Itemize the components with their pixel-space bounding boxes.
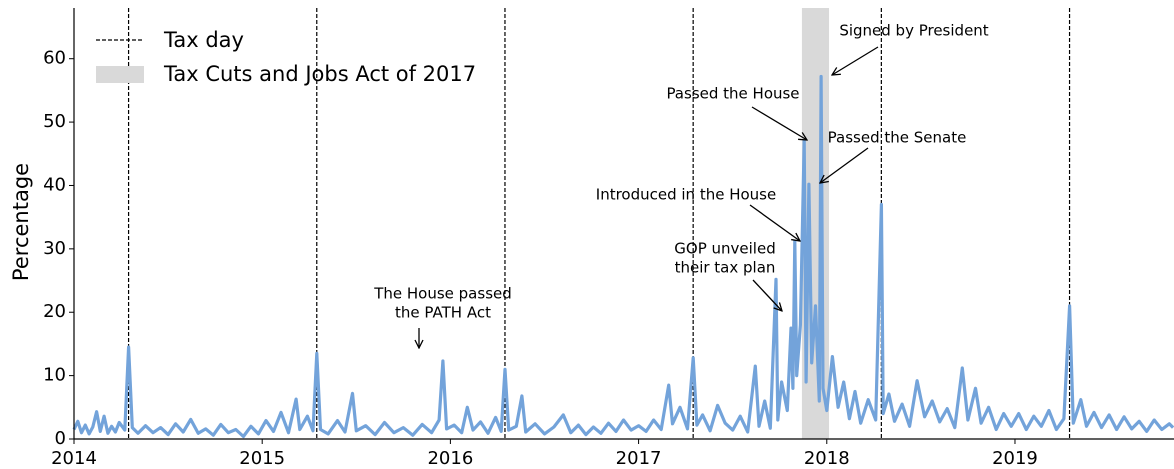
x-tick-label: 2014 [51, 448, 97, 469]
y-tick-label: 0 [55, 428, 66, 449]
y-tick-label: 10 [43, 365, 66, 386]
annotation: The House passed [373, 285, 512, 303]
annotation: Passed the House [666, 85, 799, 103]
x-tick-label: 2015 [239, 448, 285, 469]
y-tick-label: 20 [43, 301, 66, 322]
legend-label: Tax day [163, 28, 244, 52]
annotation: Signed by President [839, 22, 988, 40]
annotation: GOP unveiled [674, 240, 775, 258]
series-line [72, 74, 1174, 439]
y-tick-label: 30 [43, 238, 66, 259]
y-tick-label: 40 [43, 174, 66, 195]
annotation: their tax plan [675, 259, 776, 277]
x-tick-label: 2016 [427, 448, 473, 469]
annotation: Passed the Senate [828, 129, 967, 147]
x-tick-label: 2019 [992, 448, 1038, 469]
annotation: the PATH Act [395, 304, 491, 322]
annotation-arrow [820, 147, 869, 183]
annotation-arrow [749, 204, 800, 241]
annotation-arrow [751, 106, 807, 140]
legend-label: Tax Cuts and Jobs Act of 2017 [163, 62, 476, 86]
x-tick-label: 2018 [804, 448, 850, 469]
y-tick-label: 60 [43, 48, 66, 69]
x-tick-label: 2017 [616, 448, 662, 469]
y-axis-label: Percentage [9, 163, 33, 281]
y-tick-label: 50 [43, 111, 66, 132]
annotation-arrow [752, 279, 782, 311]
annotation-arrow [832, 46, 879, 75]
legend-span [96, 66, 144, 83]
annotation: Introduced in the House [596, 186, 776, 204]
